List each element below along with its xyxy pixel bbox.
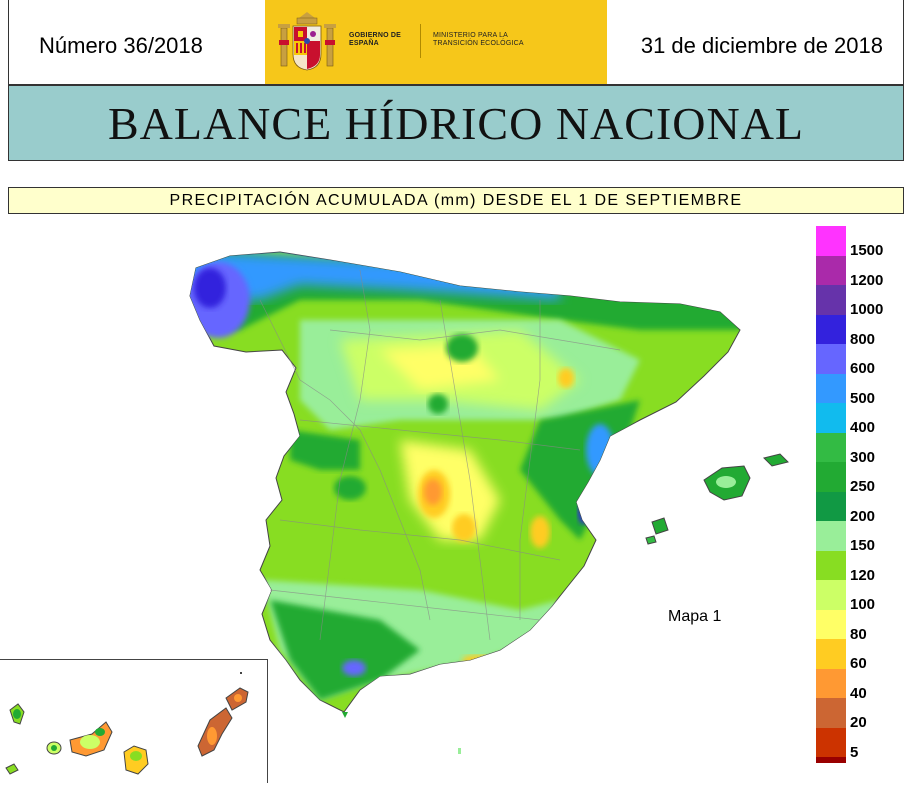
legend-label: 80 bbox=[850, 625, 867, 643]
legend-item: 20 bbox=[816, 698, 906, 731]
legend-swatch bbox=[816, 285, 846, 315]
map-subtitle: PRECIPITACIÓN ACUMULADA (mm) DESDE EL 1 … bbox=[169, 191, 743, 209]
coat-of-arms-icon bbox=[278, 12, 336, 71]
legend-label: 120 bbox=[850, 566, 876, 584]
legend-swatch-bottom bbox=[816, 757, 846, 763]
legend-swatch bbox=[816, 226, 846, 256]
legend-label: 1500 bbox=[850, 242, 884, 259]
legend-swatch bbox=[816, 403, 846, 433]
legend-swatch bbox=[816, 727, 846, 758]
legend-item: 5 bbox=[816, 727, 906, 761]
legend-item: 40 bbox=[816, 668, 906, 702]
melilla-marker bbox=[458, 748, 461, 754]
legend-item: 80 bbox=[816, 609, 906, 643]
legend-swatch bbox=[816, 462, 846, 492]
issue-number: Número 36/2018 bbox=[39, 33, 203, 58]
legend-swatch bbox=[816, 609, 846, 640]
legend-item: 100 bbox=[816, 580, 906, 613]
legend-item: 150 bbox=[816, 521, 906, 554]
legend-item: 1500 bbox=[816, 226, 906, 259]
canary-islands-inset bbox=[0, 659, 268, 783]
government-text: GOBIERNO DE ESPAÑA bbox=[349, 32, 401, 47]
legend-swatch bbox=[816, 432, 846, 463]
legend-item: 200 bbox=[816, 491, 906, 525]
legend-swatch bbox=[816, 373, 846, 404]
issue-date: 31 de diciembre de 2018 bbox=[640, 33, 883, 58]
ceuta-marker bbox=[342, 712, 348, 718]
legend-label: 100 bbox=[850, 596, 876, 613]
legend-label: 400 bbox=[850, 419, 876, 436]
legend-label: 150 bbox=[850, 537, 876, 554]
legend-item: 800 bbox=[816, 314, 906, 348]
legend-label: 300 bbox=[850, 448, 876, 466]
legend-label: 1200 bbox=[850, 271, 884, 289]
map-label: Mapa 1 bbox=[668, 608, 722, 625]
legend-item: 600 bbox=[816, 344, 906, 377]
legend-swatch bbox=[816, 344, 846, 374]
legend-item: 60 bbox=[816, 639, 906, 672]
legend-swatch bbox=[816, 521, 846, 551]
legend-label: 500 bbox=[850, 389, 876, 407]
title-bar: BALANCE HÍDRICO NACIONAL bbox=[8, 85, 904, 161]
legend-swatch bbox=[816, 550, 846, 581]
legend-swatch bbox=[816, 255, 846, 286]
logo-divider bbox=[420, 24, 421, 58]
legend-item: 250 bbox=[816, 462, 906, 495]
legend-item: 1000 bbox=[816, 285, 906, 318]
legend-swatch bbox=[816, 668, 846, 699]
ministry-text: MINISTERIO PARA LA TRANSICIÓN ECOLÓGICA bbox=[433, 32, 524, 47]
legend-label: 60 bbox=[850, 655, 867, 672]
legend-swatch bbox=[816, 698, 846, 728]
legend-label: 1000 bbox=[850, 301, 884, 318]
legend-item: 1200 bbox=[816, 255, 906, 289]
legend-label: 20 bbox=[850, 714, 867, 731]
legend-label: 40 bbox=[850, 684, 867, 702]
legend-swatch bbox=[816, 491, 846, 522]
legend-swatch bbox=[816, 639, 846, 669]
precipitation-map bbox=[189, 251, 789, 754]
legend-label: 5 bbox=[850, 743, 859, 761]
legend-label: 200 bbox=[850, 507, 876, 525]
legend-swatch bbox=[816, 314, 846, 345]
subtitle-bar: PRECIPITACIÓN ACUMULADA (mm) DESDE EL 1 … bbox=[8, 187, 904, 214]
legend-label: 800 bbox=[850, 330, 876, 348]
page-title: BALANCE HÍDRICO NACIONAL bbox=[107, 97, 805, 149]
header-box: Número 36/2018 GOBIERNO DE ESPAÑA MINIST bbox=[8, 0, 904, 85]
legend-swatch bbox=[816, 580, 846, 610]
government-logo: GOBIERNO DE ESPAÑA MINISTERIO PARA LA TR… bbox=[265, 0, 607, 84]
legend-item: 400 bbox=[816, 403, 906, 436]
legend-item: 300 bbox=[816, 432, 906, 466]
legend-label: 600 bbox=[850, 360, 876, 377]
balearic-islands bbox=[645, 453, 789, 545]
legend-item: 120 bbox=[816, 550, 906, 584]
peninsula-precip-layer bbox=[189, 251, 741, 713]
province-boundaries bbox=[259, 269, 621, 641]
legend-item: 500 bbox=[816, 373, 906, 407]
legend-label: 250 bbox=[850, 478, 876, 495]
canary-islands-map bbox=[5, 672, 249, 775]
